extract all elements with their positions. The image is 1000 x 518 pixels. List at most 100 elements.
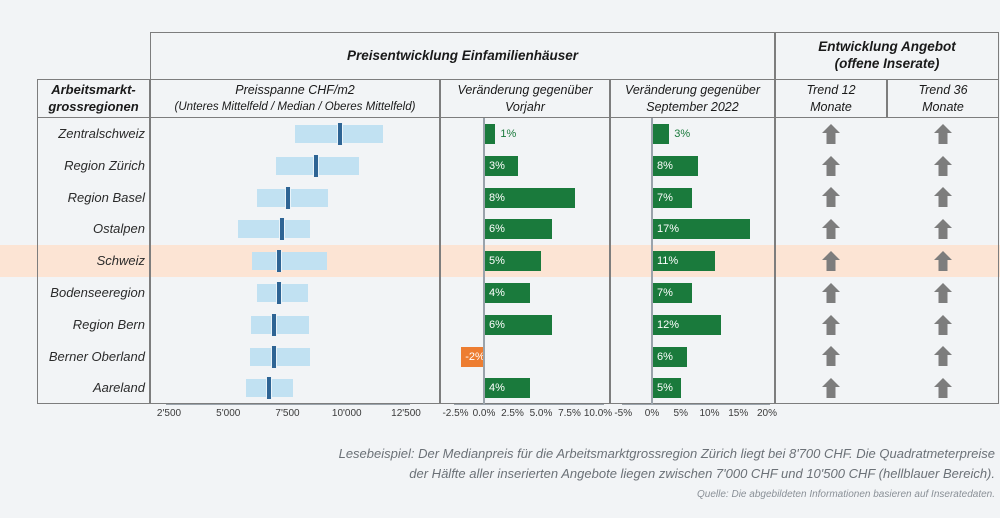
median-marker: [276, 281, 283, 304]
trend-12-cell: [775, 213, 887, 245]
median-marker: [278, 218, 285, 241]
axis-line: [454, 404, 604, 405]
sep2022-axis-tick: 10%: [699, 408, 720, 419]
group-header-supply-label-2: (offene Inserate): [834, 56, 940, 71]
trend-36-cell: [887, 182, 999, 214]
yoy-axis-tick: -2.5%: [442, 408, 469, 419]
arrow-up-icon: [933, 345, 953, 367]
price-axis-tick: 5'000: [216, 408, 241, 419]
regions-column-frame: [37, 118, 150, 404]
arrow-up-icon: [933, 218, 953, 240]
yoy-bar: [484, 282, 530, 303]
sep2022-value-label: 11%: [657, 255, 679, 268]
region-label: Region Zürich: [64, 157, 145, 173]
group-header-price-label: Preisentwicklung Einfamilienhäuser: [346, 47, 579, 63]
region-label: Region Basel: [67, 189, 145, 205]
arrow-up-icon: [933, 155, 953, 177]
yoy-bar: [484, 378, 530, 399]
yoy-value-label: -2%: [465, 350, 485, 363]
arrow-up-icon: [821, 186, 841, 208]
region-label: Zentralschweiz: [58, 125, 145, 141]
arrow-up-icon: [933, 282, 953, 304]
column-header-trend12-line2: Monate: [810, 99, 852, 114]
price-range-box: [250, 315, 309, 334]
axis-line: [622, 404, 770, 405]
sep2022-plot-frame: [610, 118, 775, 404]
arrow-up-icon: [821, 377, 841, 399]
yoy-bar: [484, 219, 553, 240]
sep2022-value-label: 6%: [657, 350, 673, 363]
yoy-axis-tick: 10.0%: [583, 408, 613, 419]
yoy-value-label: 6%: [489, 223, 505, 236]
sep2022-value-label: 8%: [657, 159, 673, 172]
arrow-up-icon: [933, 377, 953, 399]
sep2022-bar: [652, 314, 721, 335]
trend-36-cell: [887, 309, 999, 341]
column-header-yoy-line1: Veränderung gegenüber: [457, 83, 593, 98]
sep2022-bar: [652, 219, 750, 240]
column-header-regions: Arbeitsmarkt- grossregionen: [37, 79, 150, 118]
sep2022-bar: [652, 187, 693, 208]
yoy-axis-tick: 2.5%: [501, 408, 524, 419]
yoy-value-label: 1%: [500, 127, 517, 140]
column-header-trend12: Trend 12 Monate: [775, 79, 887, 118]
arrow-up-icon: [821, 218, 841, 240]
sep2022-bar: [652, 251, 716, 272]
sep2022-axis-tick: -5%: [614, 408, 633, 419]
arrow-up-icon: [821, 282, 841, 304]
yoy-bar: [484, 251, 541, 272]
trend-36-cell: [887, 245, 999, 277]
yoy-axis-tick: 7.5%: [558, 408, 581, 419]
group-header-supply: Entwicklung Angebot (offene Inserate): [775, 32, 999, 80]
sep2022-value-label: 5%: [657, 382, 673, 395]
trend-12-cell: [775, 118, 887, 150]
yoy-value-label: 4%: [489, 382, 505, 395]
sep2022-value-label: 12%: [657, 318, 680, 331]
arrow-up-icon: [821, 345, 841, 367]
region-label: Aareland: [92, 380, 145, 396]
arrow-up-icon: [933, 186, 953, 208]
column-header-regions-line1: Arbeitsmarkt-: [51, 81, 136, 97]
yoy-bar: [484, 155, 519, 176]
sep2022-bar: [652, 123, 670, 144]
sep2022-value-label: 7%: [657, 286, 673, 299]
trend-columns-frame: [775, 118, 999, 404]
group-header-price: Preisentwicklung Einfamilienhäuser: [150, 32, 775, 80]
column-header-trend36-line1: Trend 36: [918, 83, 968, 98]
yoy-value-label: 3%: [489, 159, 505, 172]
median-marker: [276, 250, 283, 273]
arrow-up-icon: [821, 314, 841, 336]
column-header-trend12-line1: Trend 12: [806, 83, 856, 98]
trend-36-cell: [887, 118, 999, 150]
arrow-up-icon: [821, 155, 841, 177]
price-range-plot-frame: [150, 118, 440, 404]
price-range-box: [237, 220, 310, 239]
price-axis-tick: 2'500: [156, 408, 182, 419]
group-header-supply-label-1: Entwicklung Angebot: [818, 39, 956, 55]
sep2022-bar: [652, 155, 698, 176]
column-header-trend36-line2: Monate: [922, 99, 964, 114]
trend-36-cell: [887, 150, 999, 182]
yoy-value-label: 6%: [489, 318, 505, 331]
price-axis-tick: 10'000: [331, 408, 362, 419]
median-marker: [336, 122, 343, 145]
trend-12-cell: [775, 341, 887, 373]
column-header-yoy: Veränderung gegenüber Vorjahr: [440, 79, 610, 118]
price-axis-tick: 12'500: [391, 408, 421, 419]
sep2022-value-label: 17%: [657, 223, 680, 236]
yoy-axis-tick: 0.0%: [472, 408, 496, 419]
source-note-label: Quelle: Die abgebildeten Informationen b…: [697, 489, 995, 500]
column-header-price-range: Preisspanne CHF/m2 (Unteres Mittelfeld /…: [150, 79, 440, 118]
sep2022-zero-line: [651, 118, 653, 405]
arrow-up-icon: [933, 250, 953, 272]
sep2022-bar: [652, 282, 693, 303]
price-range-box: [256, 188, 328, 207]
median-marker: [284, 186, 291, 209]
trend-12-cell: [775, 277, 887, 309]
trend-12-cell: [775, 372, 887, 404]
trend-12-cell: [775, 245, 887, 277]
region-label: Region Bern: [72, 316, 145, 332]
price-axis-tick: 7'500: [275, 408, 300, 419]
price-range-box: [251, 252, 327, 271]
